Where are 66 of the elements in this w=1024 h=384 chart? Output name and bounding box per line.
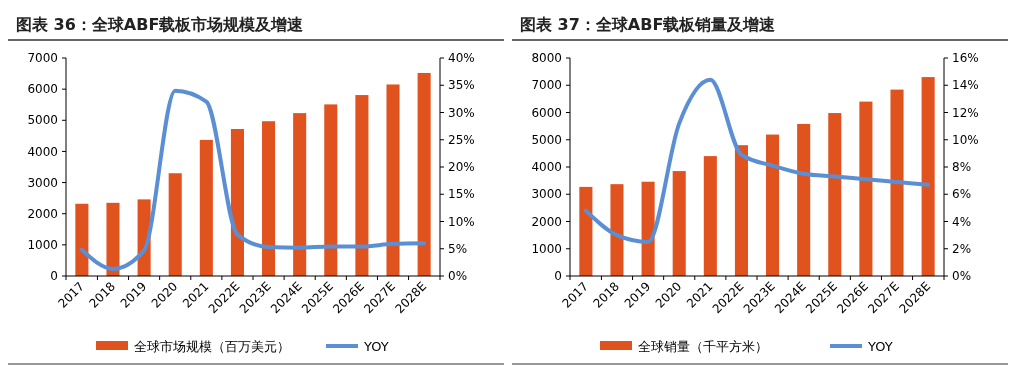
- bar: [106, 202, 120, 276]
- y2-tick-label: 5%: [448, 241, 468, 256]
- y-tick-label: 3000: [27, 175, 58, 190]
- y2-tick-label: 35%: [448, 78, 475, 93]
- bar: [324, 104, 338, 276]
- y2-tick-label: 0%: [952, 269, 972, 284]
- y-tick-label: 6000: [531, 105, 562, 120]
- y2-tick-label: 10%: [448, 214, 475, 229]
- legend-label: YOY: [363, 338, 389, 354]
- y-tick-label: 5000: [27, 113, 58, 128]
- chart-title: 图表 36：全球ABF载板市场规模及增速: [16, 15, 305, 34]
- y2-tick-label: 40%: [448, 51, 475, 66]
- bar: [75, 203, 89, 276]
- y-tick-label: 4000: [27, 144, 58, 159]
- bar: [828, 113, 842, 276]
- y-tick-label: 0: [50, 269, 58, 284]
- y2-tick-label: 8%: [952, 160, 972, 175]
- y-tick-label: 5000: [531, 132, 562, 147]
- y2-tick-label: 10%: [952, 132, 979, 147]
- y-tick-label: 2000: [531, 214, 562, 229]
- bar: [890, 89, 904, 276]
- y2-tick-label: 20%: [448, 160, 475, 175]
- bar: [672, 171, 686, 276]
- chart-title: 图表 37：全球ABF载板销量及增速: [520, 15, 777, 34]
- bar: [417, 72, 431, 276]
- y-tick-label: 0: [554, 269, 562, 284]
- y-tick-label: 6000: [27, 82, 58, 97]
- y2-tick-label: 12%: [952, 105, 979, 120]
- y-tick-label: 4000: [531, 160, 562, 175]
- y2-tick-label: 6%: [952, 187, 972, 202]
- y-tick-label: 2000: [27, 206, 58, 221]
- line-series: [583, 77, 931, 244]
- bar: [703, 156, 717, 276]
- bar: [579, 186, 593, 276]
- y2-tick-label: 30%: [448, 105, 475, 120]
- legend-label: YOY: [867, 338, 893, 354]
- legend-label: 全球市场规模（百万美元）: [134, 338, 290, 354]
- bar: [859, 101, 873, 276]
- bar: [199, 139, 213, 276]
- bar: [386, 84, 400, 276]
- line-series: [79, 88, 427, 271]
- y2-tick-label: 16%: [952, 51, 979, 66]
- y2-tick-label: 15%: [448, 187, 475, 202]
- bar: [168, 173, 182, 276]
- bar: [610, 184, 624, 276]
- y2-tick-label: 0%: [448, 269, 468, 284]
- bar: [355, 95, 369, 276]
- y2-tick-label: 2%: [952, 241, 972, 256]
- y-tick-label: 3000: [531, 187, 562, 202]
- y2-tick-label: 4%: [952, 214, 972, 229]
- y-tick-label: 7000: [27, 51, 58, 66]
- y-tick-label: 8000: [531, 51, 562, 66]
- y-tick-label: 1000: [27, 238, 58, 253]
- bar: [293, 113, 307, 276]
- bar: [230, 129, 244, 276]
- bar: [262, 121, 276, 276]
- y-tick-label: 7000: [531, 78, 562, 93]
- y2-tick-label: 25%: [448, 132, 475, 147]
- bar: [734, 145, 748, 276]
- bar: [797, 123, 811, 276]
- bar: [766, 134, 780, 276]
- bar: [641, 181, 655, 276]
- y2-tick-label: 14%: [952, 78, 979, 93]
- bar: [921, 77, 935, 276]
- y-tick-label: 1000: [531, 241, 562, 256]
- legend-label: 全球销量（千平方米）: [638, 338, 768, 354]
